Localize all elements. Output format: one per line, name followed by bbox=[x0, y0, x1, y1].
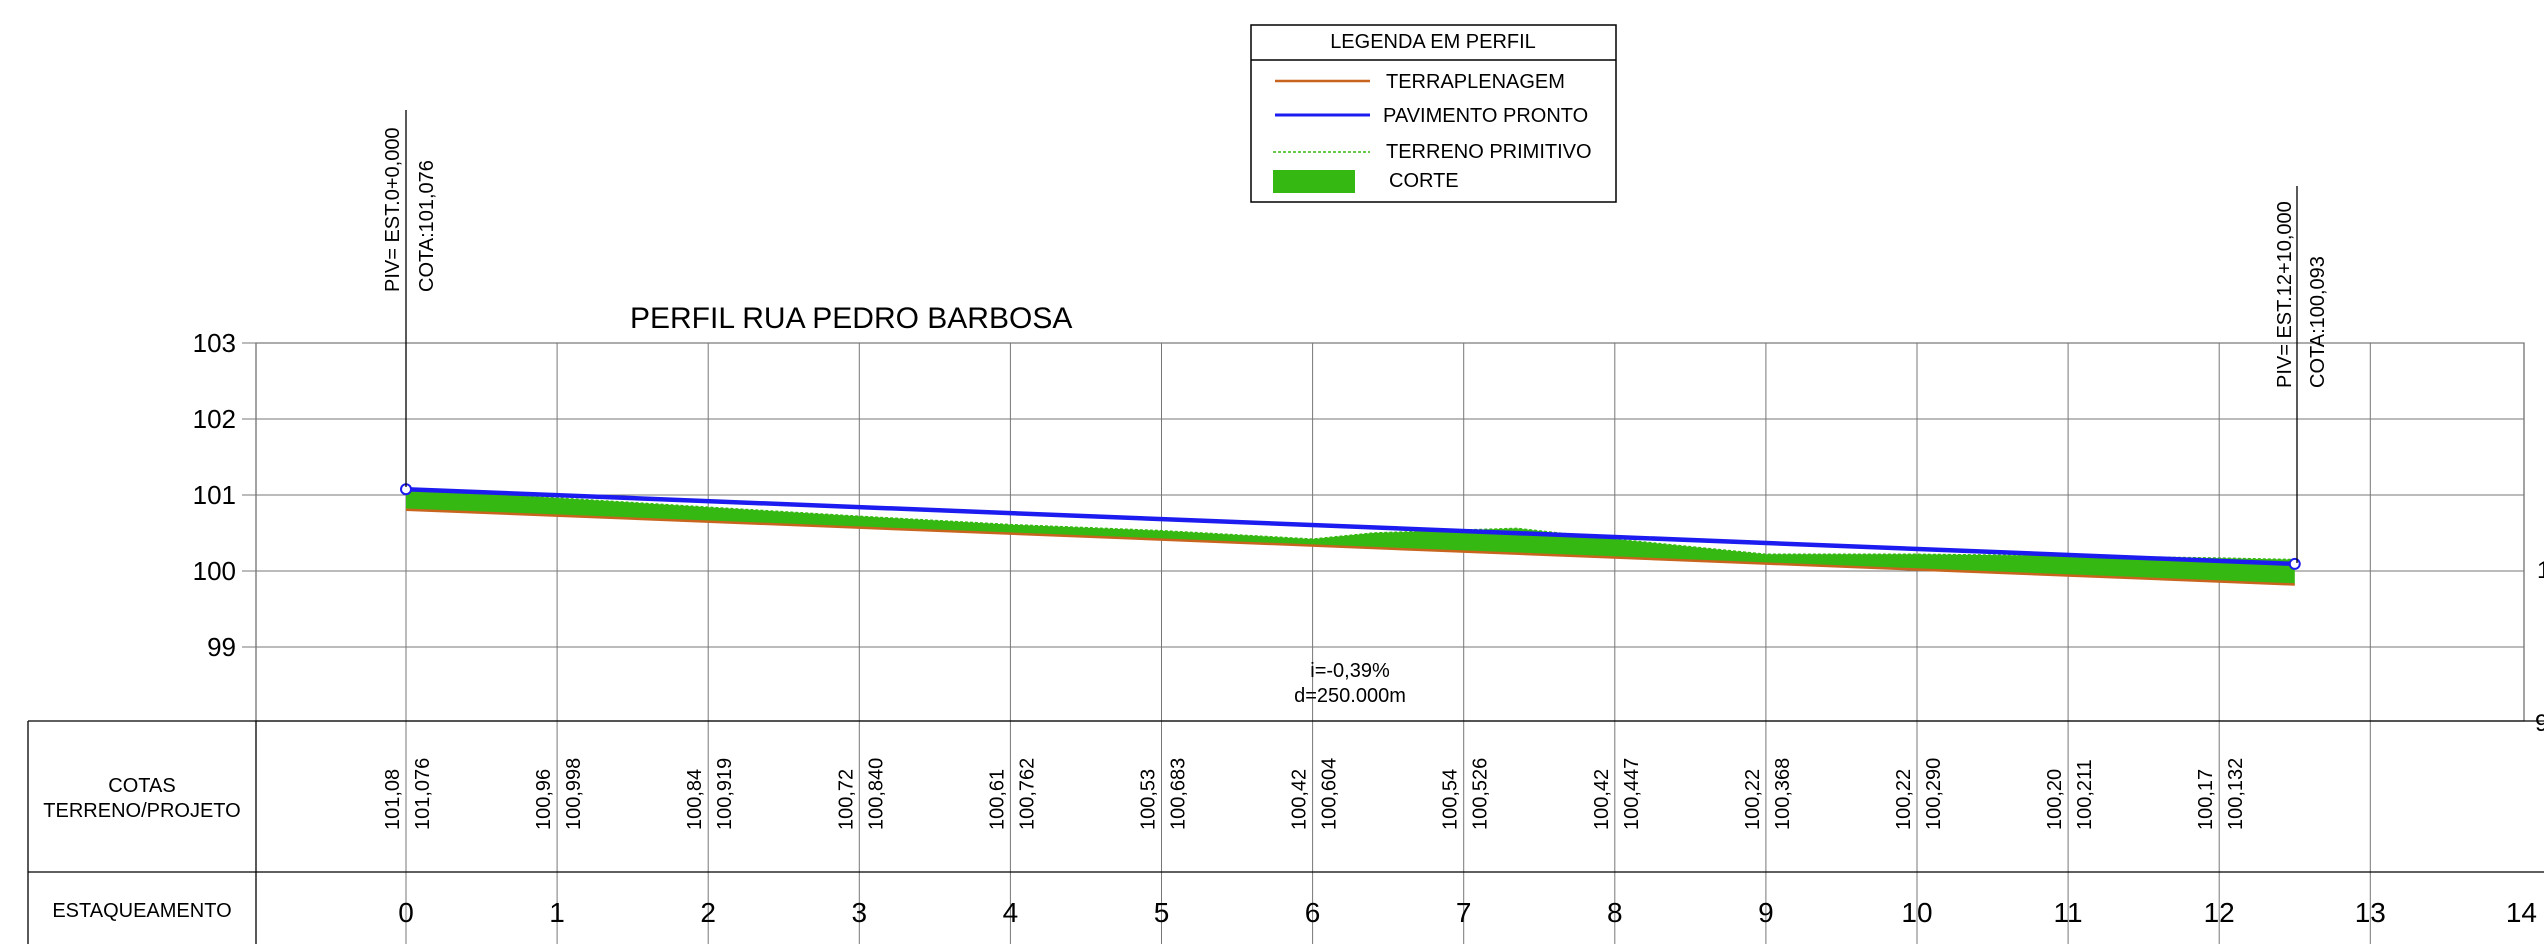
legend: LEGENDA EM PERFIL TERRAPLENAGEM PAVIMENT… bbox=[1250, 24, 1617, 203]
corte-fill-area bbox=[406, 488, 2295, 585]
station-label-7: 7 bbox=[1456, 897, 1472, 928]
station-label-3: 3 bbox=[852, 897, 868, 928]
project-value-10: 100,290 bbox=[1923, 758, 1945, 830]
station-label-2: 2 bbox=[700, 897, 716, 928]
slope-distance-label: d=250.000m bbox=[1294, 685, 1406, 707]
project-value-3: 100,840 bbox=[865, 758, 887, 830]
station-label-5: 5 bbox=[1154, 897, 1170, 928]
station-label-8: 8 bbox=[1607, 897, 1623, 928]
y-tick-label-102: 102 bbox=[193, 404, 236, 434]
terrain-value-1: 100,96 bbox=[533, 769, 555, 830]
terrain-value-6: 100,42 bbox=[1289, 769, 1311, 830]
project-value-7: 100,526 bbox=[1470, 758, 1492, 830]
y-tick-label-103: 103 bbox=[193, 328, 236, 358]
legend-pavimento-label: PAVIMENTO PRONTO bbox=[1383, 105, 1588, 127]
station-label-10: 10 bbox=[1901, 897, 1932, 928]
profile-title: PERFIL RUA PEDRO BARBOSA bbox=[630, 302, 1072, 335]
piv-point-1 bbox=[2288, 557, 2301, 570]
station-label-4: 4 bbox=[1003, 897, 1019, 928]
y-tick-label-99: 99 bbox=[207, 632, 236, 662]
station-label-14: 14 bbox=[2506, 897, 2537, 928]
station-label-6: 6 bbox=[1305, 897, 1321, 928]
terrain-value-12: 100,17 bbox=[2195, 769, 2217, 830]
station-label-9: 9 bbox=[1758, 897, 1774, 928]
project-value-6: 100,604 bbox=[1319, 758, 1341, 830]
station-label-11: 11 bbox=[2054, 897, 2083, 928]
terrain-value-7: 100,54 bbox=[1440, 769, 1462, 830]
project-value-11: 100,211 bbox=[2074, 759, 2096, 830]
chart-grid bbox=[242, 342, 2525, 944]
terrain-value-11: 100,20 bbox=[2044, 769, 2066, 830]
project-value-0: 101,076 bbox=[412, 758, 434, 830]
terrain-value-0: 101,08 bbox=[382, 769, 404, 830]
station-label-1: 1 bbox=[549, 897, 565, 928]
terrain-value-9: 100,22 bbox=[1742, 769, 1764, 830]
project-value-1: 100,998 bbox=[563, 758, 585, 830]
chart-series bbox=[400, 483, 2301, 586]
terrain-value-10: 100,22 bbox=[1893, 769, 1915, 830]
legend-corte-swatch bbox=[1273, 170, 1355, 193]
cotas-row-label-line2: TERRENO/PROJETO bbox=[43, 800, 240, 822]
legend-terreno-label: TERRENO PRIMITIVO bbox=[1386, 141, 1592, 163]
legend-terraplenagem-label: TERRAPLENAGEM bbox=[1386, 71, 1565, 93]
project-value-2: 100,919 bbox=[714, 758, 736, 830]
piv-end-station-label: PIV= EST.12+10,000 bbox=[2274, 201, 2296, 388]
project-value-5: 100,683 bbox=[1168, 758, 1190, 830]
piv-start-station-label: PIV= EST.0+0,000 bbox=[382, 127, 404, 292]
terrain-value-5: 100,53 bbox=[1138, 769, 1160, 830]
terrain-value-3: 100,72 bbox=[835, 769, 857, 830]
piv-end-elevation-label: COTA:100,093 bbox=[2307, 256, 2329, 388]
project-value-4: 100,762 bbox=[1016, 758, 1038, 830]
right-edge-fragment-100: 1 bbox=[2537, 557, 2544, 584]
project-value-8: 100,447 bbox=[1621, 758, 1643, 830]
station-label-12: 12 bbox=[2204, 897, 2235, 928]
terrain-value-8: 100,42 bbox=[1591, 769, 1613, 830]
series-terraplenagem bbox=[405, 508, 2295, 586]
y-tick-label-100: 100 bbox=[193, 556, 236, 586]
terrain-value-2: 100,84 bbox=[684, 769, 706, 830]
project-value-12: 100,132 bbox=[2225, 758, 2247, 830]
right-edge-fragment-98: 9 bbox=[2535, 710, 2544, 737]
piv-start-elevation-label: COTA:101,076 bbox=[416, 160, 438, 292]
legend-title: LEGENDA EM PERFIL bbox=[1330, 31, 1536, 53]
legend-corte-label: CORTE bbox=[1389, 170, 1459, 192]
station-label-13: 13 bbox=[2355, 897, 2386, 928]
y-tick-label-101: 101 bbox=[193, 480, 236, 510]
estaqueamento-row-label: ESTAQUEAMENTO bbox=[52, 900, 231, 922]
slope-grade-label: i=-0,39% bbox=[1310, 660, 1390, 682]
project-value-9: 100,368 bbox=[1772, 758, 1794, 830]
station-label-0: 0 bbox=[398, 897, 414, 928]
y-axis-tick-labels: 99 100 101 102 103 bbox=[193, 328, 236, 662]
series-pavimento-pronto bbox=[405, 486, 2295, 567]
cotas-row-label-line1: COTAS bbox=[108, 775, 175, 797]
terrain-value-4: 100,61 bbox=[986, 769, 1008, 830]
